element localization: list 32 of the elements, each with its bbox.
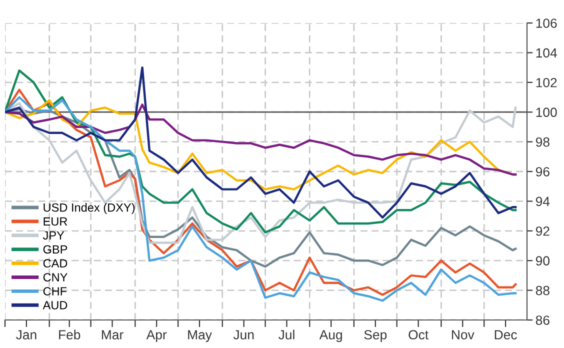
y-tick-label: 104 <box>536 48 557 58</box>
y-tick-label: 106 <box>536 18 557 28</box>
legend-label: USD Index (DXY) <box>44 203 135 214</box>
y-tick-label: 98 <box>536 137 550 147</box>
x-tick-label: Mar <box>102 330 124 340</box>
x-tick-label: Sep <box>364 330 387 342</box>
y-tick-label: 102 <box>536 78 557 88</box>
legend-label: EUR <box>44 217 68 226</box>
y-tick-label: 86 <box>536 316 550 325</box>
x-tick-label: Dec <box>494 330 517 340</box>
x-tick-label: Nov <box>452 330 474 340</box>
line-series <box>5 104 517 176</box>
y-tick-label: 94 <box>536 196 550 206</box>
x-tick-label: Aug <box>319 330 342 342</box>
x-tick-label: Jul <box>278 330 294 340</box>
x-tick-label: Feb <box>59 330 80 340</box>
x-tick-label: Jun <box>233 330 254 340</box>
x-tick-label: Oct <box>408 330 428 340</box>
x-tick-label: May <box>188 330 212 342</box>
legend-label: AUD <box>42 301 68 310</box>
y-tick-label: 88 <box>536 286 550 296</box>
legend-label: GBP <box>43 245 68 254</box>
y-tick-label: 92 <box>536 226 550 236</box>
legend-label: CNY <box>43 273 68 282</box>
legend-label: JPY <box>42 231 64 240</box>
legend-label: CHF <box>43 287 67 296</box>
y-tick-label: 90 <box>536 256 550 266</box>
y-tick-label: 100 <box>536 108 557 118</box>
x-tick-label: Apr <box>146 330 167 342</box>
x-tick-label: Jan <box>16 330 36 340</box>
y-tick-label: 96 <box>536 167 550 176</box>
legend-label: CAD <box>43 259 68 268</box>
